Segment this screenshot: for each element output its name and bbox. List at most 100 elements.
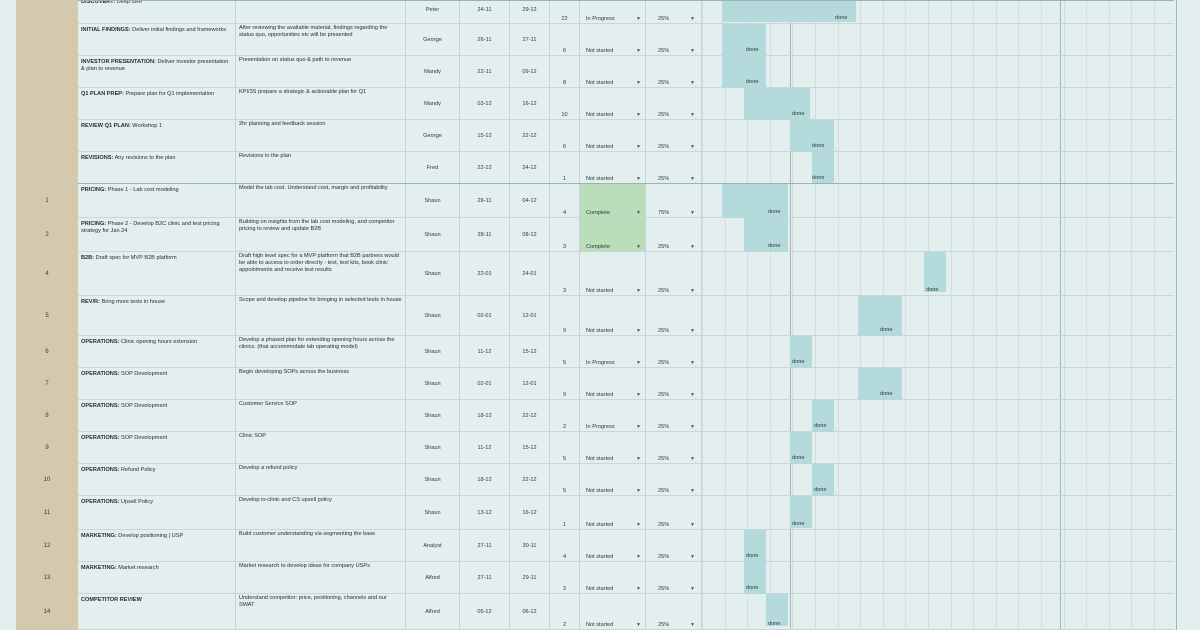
gantt-bar[interactable] [858,368,902,400]
task-owner[interactable]: Alfred [406,562,460,594]
percent-dropdown[interactable]: 25% ▼ [646,562,702,594]
end-date[interactable]: 24-12 [510,152,550,184]
task-name[interactable]: OPERATIONS: Upsell Policy [78,496,236,530]
start-date[interactable]: 22-01 [460,252,510,296]
end-date[interactable]: 29-12 [510,0,550,24]
status-dropdown[interactable]: Not started ▼ [580,88,646,120]
start-date[interactable]: 11-12 [460,336,510,368]
percent-dropdown[interactable]: 25% ▼ [646,432,702,464]
status-dropdown[interactable]: Not started ▼ [580,368,646,400]
percent-dropdown[interactable]: 25% ▼ [646,594,702,630]
status-dropdown[interactable]: In Progress ▼ [580,336,646,368]
gantt-bar[interactable] [790,120,834,152]
task-name[interactable]: OPERATIONS: SOP Development [78,432,236,464]
status-dropdown[interactable]: In Progress ▼ [580,400,646,432]
gantt-bar[interactable] [722,184,788,218]
task-description[interactable]: Understand competitor: price, positionin… [236,594,406,630]
start-date[interactable]: 27-11 [460,562,510,594]
task-description[interactable]: Building on insights from the lab cost m… [236,218,406,252]
percent-dropdown[interactable]: 25% ▼ [646,464,702,496]
task-name[interactable]: COMPETITOR REVIEW [78,594,236,630]
gantt-bar[interactable] [790,432,812,464]
task-description[interactable]: Develop a phased plan for extending open… [236,336,406,368]
task-description[interactable]: Clinic SOP [236,432,406,464]
gantt-bar[interactable] [744,530,766,562]
status-dropdown[interactable]: Complete ▼ [580,218,646,252]
end-date[interactable]: 16-12 [510,496,550,530]
status-dropdown[interactable]: Not started ▼ [580,464,646,496]
gantt-bar[interactable] [722,0,856,22]
task-owner[interactable]: Fred [406,152,460,184]
percent-dropdown[interactable]: 25% ▼ [646,0,702,24]
start-date[interactable]: 13-12 [460,496,510,530]
end-date[interactable]: 09-12 [510,56,550,88]
start-date[interactable]: 18-12 [460,464,510,496]
start-date[interactable]: 15-12 [460,120,510,152]
percent-dropdown[interactable]: 25% ▼ [646,88,702,120]
task-description[interactable]: Build customer understanding via segment… [236,530,406,562]
gantt-bar[interactable] [744,218,788,252]
task-name[interactable]: REV/R: Bring more tests in house [78,296,236,336]
status-dropdown[interactable]: Not started ▼ [580,56,646,88]
status-dropdown[interactable]: Not started ▼ [580,120,646,152]
gantt-bar[interactable] [812,152,834,184]
task-owner[interactable]: Shaun [406,252,460,296]
task-name[interactable]: MARKETING: Develop positioning | USP [78,530,236,562]
task-name[interactable]: B2B: Draft spec for MVP B2B platform [78,252,236,296]
gantt-bar[interactable] [790,496,812,528]
task-owner[interactable]: Shaun [406,368,460,400]
status-dropdown[interactable]: Not started ▼ [580,594,646,630]
end-date[interactable]: 24-01 [510,252,550,296]
task-description[interactable]: After reviewing the available material, … [236,24,406,56]
task-name[interactable]: OPERATIONS: Refund Policy [78,464,236,496]
task-name[interactable]: DISCOVERY: Deep dive [78,0,236,24]
end-date[interactable]: 08-12 [510,218,550,252]
task-name[interactable]: OPERATIONS: SOP Development [78,368,236,400]
task-name[interactable]: MARKETING: Market research [78,562,236,594]
gantt-bar[interactable] [858,296,902,336]
task-description[interactable]: Revisions to the plan [236,152,406,184]
start-date[interactable]: 27-11 [460,530,510,562]
end-date[interactable]: 12-01 [510,368,550,400]
task-name[interactable]: Q1 PLAN PREP: Prepare plan for Q1 implem… [78,88,236,120]
task-owner[interactable]: Analyst [406,530,460,562]
percent-dropdown[interactable]: 25% ▼ [646,530,702,562]
percent-dropdown[interactable]: 25% ▼ [646,218,702,252]
task-name[interactable]: PRICING: Phase 1 - Lab cost modeling [78,184,236,218]
end-date[interactable]: 16-12 [510,88,550,120]
end-date[interactable]: 27-11 [510,24,550,56]
gantt-bar[interactable] [722,24,766,56]
start-date[interactable]: 03-12 [460,88,510,120]
task-owner[interactable]: Shaun [406,400,460,432]
task-description[interactable]: Develop a refund policy [236,464,406,496]
gantt-bar[interactable] [722,56,766,88]
task-name[interactable]: INITIAL FINDINGS: Deliver initial findin… [78,24,236,56]
status-dropdown[interactable]: Not started ▼ [580,252,646,296]
task-name[interactable]: PRICING: Phase 2 - Develop B2C clinic an… [78,218,236,252]
task-description[interactable]: Draft high level spec for a MVP platform… [236,252,406,296]
end-date[interactable]: 06-12 [510,594,550,630]
percent-dropdown[interactable]: 25% ▼ [646,152,702,184]
end-date[interactable]: 22-12 [510,120,550,152]
status-dropdown[interactable]: In Progress ▼ [580,0,646,24]
status-dropdown[interactable]: Not started ▼ [580,296,646,336]
end-date[interactable]: 22-12 [510,464,550,496]
task-description[interactable]: Begin developing SOPs across the busines… [236,368,406,400]
start-date[interactable]: 26-11 [460,24,510,56]
task-name[interactable]: INVESTOR PRESENTATION: Deliver investor … [78,56,236,88]
task-owner[interactable]: Shaun [406,184,460,218]
percent-dropdown[interactable]: 75% ▼ [646,184,702,218]
gantt-bar[interactable] [812,400,834,432]
percent-dropdown[interactable]: 25% ▼ [646,496,702,530]
task-owner[interactable]: Mandy [406,56,460,88]
start-date[interactable]: 26-11 [460,184,510,218]
task-name[interactable]: OPERATIONS: SOP Development [78,400,236,432]
end-date[interactable]: 15-12 [510,336,550,368]
task-owner[interactable]: George [406,24,460,56]
task-owner[interactable]: Shaun [406,432,460,464]
task-description[interactable]: KPI/3S prepare a strategic & actionable … [236,88,406,120]
start-date[interactable]: 11-12 [460,432,510,464]
task-name[interactable]: OPERATIONS: Clinic opening hours extensi… [78,336,236,368]
task-owner[interactable]: Shaun [406,336,460,368]
task-description[interactable]: Develop in-clinic and CS upsell policy [236,496,406,530]
